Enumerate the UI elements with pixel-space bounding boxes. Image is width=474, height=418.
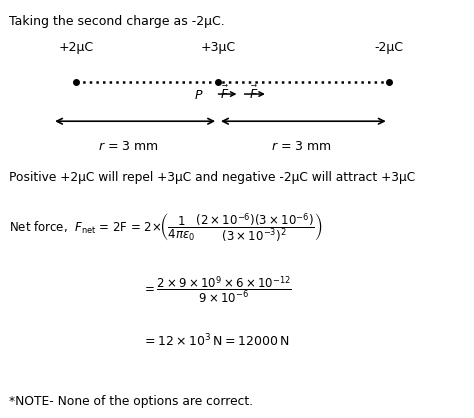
Text: +3μC: +3μC xyxy=(201,41,236,54)
Text: $= 12\times10^{3}\,\mathrm{N} = 12000\,\mathrm{N}$: $= 12\times10^{3}\,\mathrm{N} = 12000\,\… xyxy=(142,332,290,349)
Text: $= \dfrac{2\times9\times10^{9}\times6\times10^{-12}}{9\times10^{-6}}$: $= \dfrac{2\times9\times10^{9}\times6\ti… xyxy=(142,275,292,306)
Text: Taking the second charge as -2μC.: Taking the second charge as -2μC. xyxy=(9,15,225,28)
Text: $\vec{F}$: $\vec{F}$ xyxy=(249,85,258,102)
Text: $\vec{F}$: $\vec{F}$ xyxy=(220,85,230,102)
Text: $r$ = 3 mm: $r$ = 3 mm xyxy=(271,140,331,153)
Text: *NOTE- None of the options are correct.: *NOTE- None of the options are correct. xyxy=(9,395,254,408)
Text: $\mathit{P}$: $\mathit{P}$ xyxy=(194,89,204,102)
Text: +2μC: +2μC xyxy=(58,41,93,54)
Text: Net force,  $F_{\mathrm{net}}$ = 2F = 2$\times$$\!\left(\dfrac{1}{4\pi\varepsilo: Net force, $F_{\mathrm{net}}$ = 2F = 2$\… xyxy=(9,211,323,245)
Text: Positive +2μC will repel +3μC and negative -2μC will attract +3μC: Positive +2μC will repel +3μC and negati… xyxy=(9,171,416,184)
Text: $r$ = 3 mm: $r$ = 3 mm xyxy=(98,140,158,153)
Text: -2μC: -2μC xyxy=(374,41,403,54)
